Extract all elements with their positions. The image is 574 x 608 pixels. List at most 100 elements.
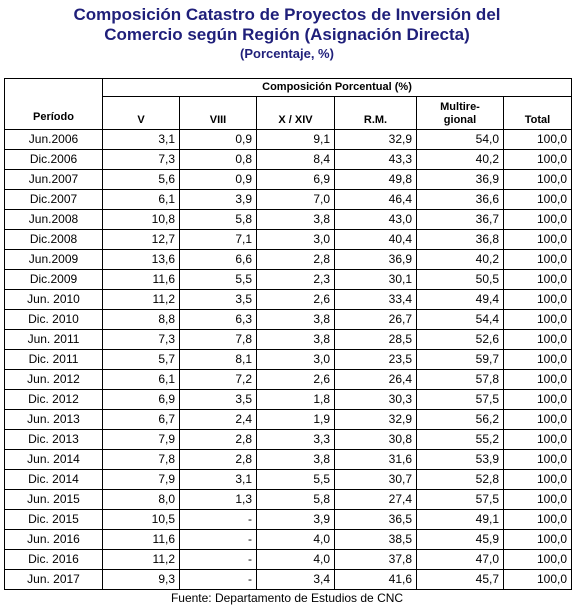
value-cell: 49,4 xyxy=(416,289,504,310)
period-cell: Jun. 2011 xyxy=(4,329,103,350)
value-cell: 7,3 xyxy=(102,329,180,350)
table-row: Jun. 2013 6,7 2,4 1,9 32,9 56,2 100,0 xyxy=(4,409,572,430)
value-cell: 7,8 xyxy=(102,449,180,470)
period-cell: Jun. 2015 xyxy=(4,489,103,510)
value-cell: 27,4 xyxy=(334,489,417,510)
value-cell: 0,9 xyxy=(179,129,257,150)
period-cell: Dic. 2016 xyxy=(4,549,103,570)
value-cell: 100,0 xyxy=(503,169,572,190)
value-cell: 54,4 xyxy=(416,309,504,330)
value-cell: 2,8 xyxy=(256,249,335,270)
group-header-composicion: Composición Porcentual (%) xyxy=(102,78,572,97)
table-row: Jun.2007 5,6 0,9 6,9 49,8 36,9 100,0 xyxy=(4,169,572,190)
period-cell: Jun. 2017 xyxy=(4,569,103,590)
value-cell: 2,6 xyxy=(256,289,335,310)
value-cell: 43,3 xyxy=(334,149,417,170)
value-cell: 32,9 xyxy=(334,409,417,430)
table-header: Período Composición Porcentual (%) V VII… xyxy=(4,78,572,130)
value-cell: 1,9 xyxy=(256,409,335,430)
value-cell: 26,7 xyxy=(334,309,417,330)
value-cell: 3,8 xyxy=(256,329,335,350)
value-cell: 30,7 xyxy=(334,469,417,490)
value-cell: 2,4 xyxy=(179,409,257,430)
column-header-periodo: Período xyxy=(4,78,103,130)
value-cell: 100,0 xyxy=(503,229,572,250)
column-header-x-xiv: X / XIV xyxy=(256,96,335,130)
value-cell: 3,9 xyxy=(179,189,257,210)
value-cell: 4,0 xyxy=(256,549,335,570)
value-cell: 52,8 xyxy=(416,469,504,490)
value-cell: 13,6 xyxy=(102,249,180,270)
value-cell: 5,8 xyxy=(179,209,257,230)
table-body: Jun.2006 3,1 0,9 9,1 32,9 54,0 100,0 Dic.2006 7,… xyxy=(4,129,572,590)
value-cell: 23,5 xyxy=(334,349,417,370)
value-cell: 47,0 xyxy=(416,549,504,570)
value-cell: 100,0 xyxy=(503,209,572,230)
value-cell: 57,5 xyxy=(416,489,504,510)
value-cell: 100,0 xyxy=(503,569,572,590)
value-cell: 6,9 xyxy=(256,169,335,190)
value-cell: 33,4 xyxy=(334,289,417,310)
value-cell: 9,1 xyxy=(256,129,335,150)
value-cell: 100,0 xyxy=(503,509,572,530)
value-cell: 1,3 xyxy=(179,489,257,510)
value-cell: 37,8 xyxy=(334,549,417,570)
value-cell: 3,1 xyxy=(179,469,257,490)
value-cell: 3,0 xyxy=(256,229,335,250)
value-cell: 100,0 xyxy=(503,489,572,510)
table-row: Jun. 2011 7,3 7,8 3,8 28,5 52,6 100,0 xyxy=(4,329,572,350)
value-cell: 7,1 xyxy=(179,229,257,250)
value-cell: 6,3 xyxy=(179,309,257,330)
table-row: Jun. 2016 11,6-4,0 38,5 45,9 100,0 xyxy=(4,529,572,550)
value-cell: 2,3 xyxy=(256,269,335,290)
table-row: Dic.2009 11,6 5,5 2,3 30,1 50,5 100,0 xyxy=(4,269,572,290)
value-cell: 1,8 xyxy=(256,389,335,410)
value-cell: 6,6 xyxy=(179,249,257,270)
value-cell: 43,0 xyxy=(334,209,417,230)
value-cell: 3,5 xyxy=(179,389,257,410)
value-cell: 100,0 xyxy=(503,249,572,270)
value-cell: 30,3 xyxy=(334,389,417,410)
value-cell: 6,9 xyxy=(102,389,180,410)
value-cell: 100,0 xyxy=(503,189,572,210)
table-row: Dic.2006 7,3 0,8 8,4 43,3 40,2 100,0 xyxy=(4,149,572,170)
period-cell: Jun. 2016 xyxy=(4,529,103,550)
table-row: Dic. 2016 11,2-4,0 37,8 47,0 100,0 xyxy=(4,549,572,570)
value-cell: 11,6 xyxy=(102,529,180,550)
column-header-rm: R.M. xyxy=(334,96,417,130)
period-cell: Jun. 2014 xyxy=(4,449,103,470)
value-cell: 50,5 xyxy=(416,269,504,290)
value-cell: 11,2 xyxy=(102,289,180,310)
value-cell: 57,5 xyxy=(416,389,504,410)
period-cell: Jun. 2010 xyxy=(4,289,103,310)
value-cell: 4,0 xyxy=(256,529,335,550)
period-cell: Dic. 2012 xyxy=(4,389,103,410)
column-header-viii: VIII xyxy=(179,96,257,130)
value-cell: 59,7 xyxy=(416,349,504,370)
value-cell: 5,5 xyxy=(179,269,257,290)
column-header-multiregional: Multire- gional xyxy=(416,96,504,130)
period-cell: Dic. 2014 xyxy=(4,469,103,490)
value-cell: 7,9 xyxy=(102,469,180,490)
value-cell: 38,5 xyxy=(334,529,417,550)
value-cell: 6,7 xyxy=(102,409,180,430)
value-cell: 100,0 xyxy=(503,449,572,470)
period-cell: Dic.2007 xyxy=(4,189,103,210)
value-cell: 3,3 xyxy=(256,429,335,450)
period-cell: Dic. 2010 xyxy=(4,309,103,330)
value-cell: 0,9 xyxy=(179,169,257,190)
value-cell: 10,5 xyxy=(102,509,180,530)
value-cell: 41,6 xyxy=(334,569,417,590)
value-cell: - xyxy=(179,509,257,530)
value-cell: 55,2 xyxy=(416,429,504,450)
value-cell: 9,3 xyxy=(102,569,180,590)
period-cell: Jun. 2013 xyxy=(4,409,103,430)
table-row: Jun.2006 3,1 0,9 9,1 32,9 54,0 100,0 xyxy=(4,129,572,150)
value-cell: 45,9 xyxy=(416,529,504,550)
table-title-line-1: Composición Catastro de Proyectos de Inv… xyxy=(73,5,501,24)
value-cell: 3,4 xyxy=(256,569,335,590)
value-cell: 3,1 xyxy=(102,129,180,150)
table-row: Jun. 2014 7,8 2,8 3,8 31,6 53,9 100,0 xyxy=(4,449,572,470)
table-row: Dic. 2012 6,9 3,5 1,8 30,3 57,5 100,0 xyxy=(4,389,572,410)
table-row: Dic. 2015 10,5-3,9 36,5 49,1 100,0 xyxy=(4,509,572,530)
